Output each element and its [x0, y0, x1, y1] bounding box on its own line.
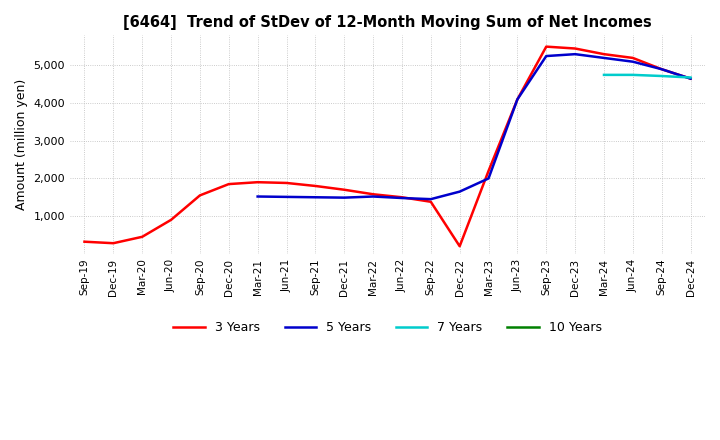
5 Years: [340, 195, 348, 200]
3 Years: [340, 187, 348, 192]
Line: 7 Years: 7 Years: [604, 75, 690, 77]
5 Years: [513, 97, 522, 102]
7 Years: [629, 72, 637, 77]
7 Years: [600, 72, 608, 77]
Line: 3 Years: 3 Years: [84, 47, 690, 246]
Legend: 3 Years, 5 Years, 7 Years, 10 Years: 3 Years, 5 Years, 7 Years, 10 Years: [168, 316, 607, 339]
5 Years: [485, 176, 493, 181]
5 Years: [657, 66, 666, 72]
7 Years: [686, 75, 695, 80]
7 Years: [657, 73, 666, 79]
3 Years: [513, 97, 522, 102]
Line: 5 Years: 5 Years: [258, 54, 690, 199]
5 Years: [629, 59, 637, 64]
3 Years: [686, 76, 695, 81]
5 Years: [282, 194, 291, 199]
5 Years: [397, 195, 406, 201]
3 Years: [455, 244, 464, 249]
5 Years: [426, 197, 435, 202]
3 Years: [542, 44, 551, 49]
5 Years: [311, 194, 320, 200]
3 Years: [657, 66, 666, 72]
3 Years: [138, 234, 146, 239]
3 Years: [196, 193, 204, 198]
3 Years: [600, 51, 608, 57]
3 Years: [253, 180, 262, 185]
5 Years: [600, 55, 608, 61]
5 Years: [686, 76, 695, 81]
3 Years: [485, 168, 493, 173]
5 Years: [455, 189, 464, 194]
3 Years: [282, 180, 291, 186]
3 Years: [109, 241, 117, 246]
Title: [6464]  Trend of StDev of 12-Month Moving Sum of Net Incomes: [6464] Trend of StDev of 12-Month Moving…: [123, 15, 652, 30]
3 Years: [629, 55, 637, 61]
5 Years: [369, 194, 377, 199]
3 Years: [167, 217, 176, 223]
3 Years: [311, 183, 320, 189]
3 Years: [369, 191, 377, 197]
5 Years: [542, 53, 551, 59]
3 Years: [80, 239, 89, 244]
3 Years: [571, 46, 580, 51]
3 Years: [397, 194, 406, 200]
3 Years: [225, 181, 233, 187]
3 Years: [426, 199, 435, 205]
Y-axis label: Amount (million yen): Amount (million yen): [15, 79, 28, 210]
5 Years: [253, 194, 262, 199]
5 Years: [571, 51, 580, 57]
